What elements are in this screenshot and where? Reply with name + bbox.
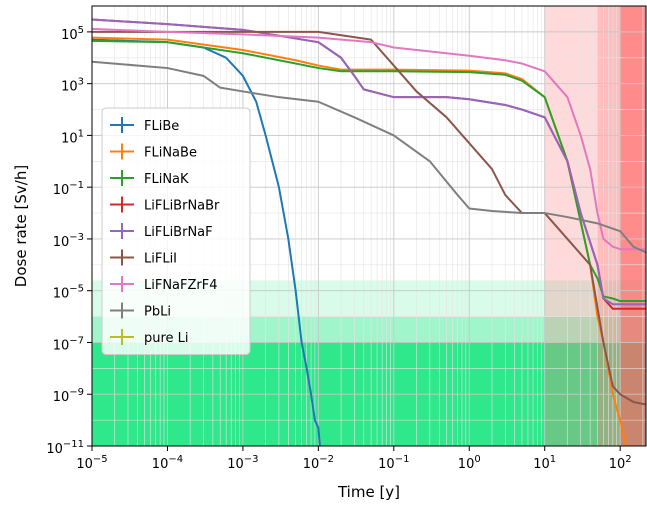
legend-label: LiFNaFZrF4: [144, 278, 218, 293]
series-line-flinak: [91, 39, 646, 303]
legend-label: PbLi: [144, 305, 171, 320]
x-tick-label: 10−3: [227, 454, 258, 472]
y-tick-label: 105: [61, 25, 84, 43]
legend-label: FLiNaBe: [144, 146, 197, 161]
x-tick-label: 10−5: [76, 454, 107, 472]
x-tick-label: 10−2: [303, 454, 334, 472]
series-line-flibe: [91, 38, 321, 447]
y-tick-label: 10−7: [53, 335, 84, 353]
series-lines: [91, 18, 647, 447]
y-tick-label: 10−5: [53, 284, 84, 302]
y-tick-label: 103: [61, 77, 84, 95]
x-tick-label: 10−1: [378, 454, 409, 472]
y-tick-label: 101: [61, 128, 84, 146]
legend-label: LiFLiBrNaF: [144, 225, 213, 240]
y-tick-label: 10−11: [46, 439, 84, 457]
y-tick-label: 10−3: [53, 232, 84, 250]
y-axis-ticks: 10−11 10−9 10−7 10−5 10−3 10−1 101 103 105: [46, 25, 92, 457]
y-axis-label: Dose rate [Sv/h]: [12, 165, 30, 287]
series-line-lifnafzrf4: [91, 27, 646, 251]
legend-box: [101, 107, 251, 355]
y-tick-label: 10−9: [53, 387, 84, 405]
legend-label: FLiBe: [144, 119, 179, 134]
x-axis-label: Time [y]: [337, 483, 400, 501]
x-axis-ticks: 10−5 10−4 10−3 10−2 10−1 100 101 102: [76, 446, 632, 472]
legend-label: LiFLiI: [144, 252, 177, 267]
legend-label: FLiNaK: [144, 172, 189, 187]
y-tick-label: 10−1: [53, 180, 84, 198]
series-line-liflii: [92, 30, 647, 406]
x-tick-label: 10−4: [152, 454, 183, 472]
legend-label: pure Li: [144, 331, 189, 346]
x-tick-label: 100: [458, 454, 481, 472]
shaded-band-x-5: [620, 6, 646, 446]
series-line-pbli: [91, 60, 647, 254]
plot-frame: [91, 5, 647, 447]
legend-label: LiFLiBrNaBr: [144, 199, 220, 214]
series-line-liflibrnaf: [91, 18, 646, 306]
x-tick-label: 101: [533, 454, 556, 472]
legend: FLiBe FLiNaBe FLiNaK LiFLiBrNaBr LiFLiBrNaF L…: [101, 107, 251, 355]
x-tick-label: 102: [609, 454, 632, 472]
